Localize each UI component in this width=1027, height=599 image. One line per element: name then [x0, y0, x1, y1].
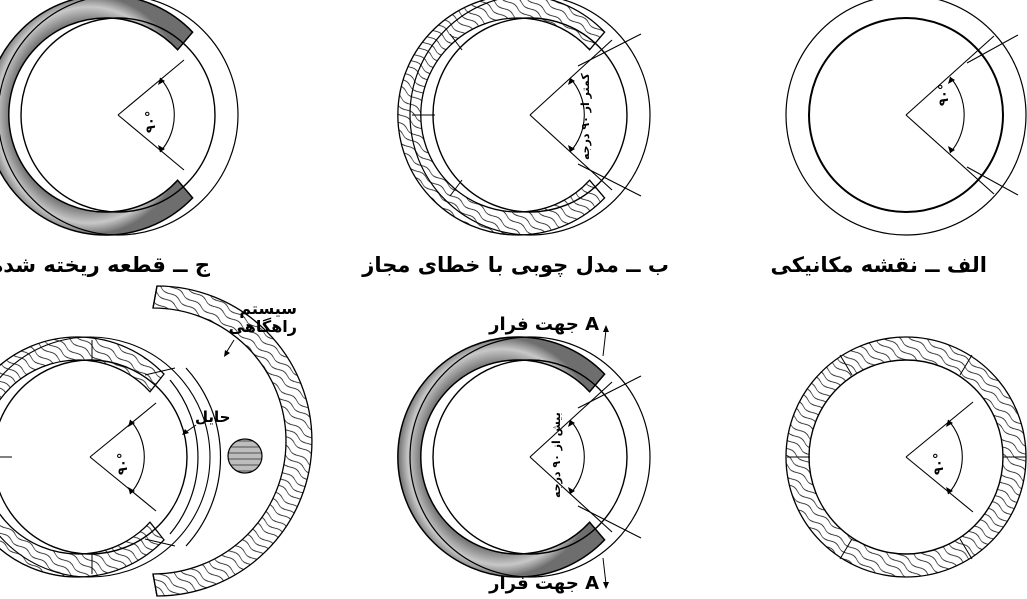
cast-part-drawing — [0, 0, 239, 236]
guide-system-label-line2: راهگاهی — [228, 317, 297, 336]
caption-mechanical-drawing: الف ــ نقشه مکانیکی — [770, 253, 987, 277]
angle-label-gating: ۹۰° — [116, 452, 131, 475]
mechanical-drawing — [785, 0, 1027, 236]
angle-label-cast: ۹۰° — [144, 110, 159, 133]
angle-label-less-than-90: کمتر از ۹۰ درجه — [579, 73, 592, 160]
gating-system-drawing — [0, 285, 313, 597]
angle-label-more-than-90: بیش از ۹۰ درجه — [550, 412, 563, 498]
cast-with-escape-direction — [397, 325, 651, 589]
angle-label-mechanical: ۹۰° — [937, 83, 952, 106]
barrier-label: حایل — [195, 408, 231, 426]
wood-pattern-ring — [785, 336, 1027, 578]
guide-system-label-line1: سیستم — [239, 299, 297, 318]
escape-direction-bottom-label: A جهت فرار — [489, 573, 599, 594]
wood-pattern-with-allowance — [397, 0, 651, 236]
caption-cast-part: ج ــ قطعه ریخته شده — [0, 253, 210, 277]
angle-label-wood-ring: ۹۰° — [932, 452, 947, 475]
caption-wood-pattern: ب ــ مدل چوبی با خطای مجاز — [362, 253, 669, 277]
escape-direction-top-label: A جهت فرار — [489, 314, 599, 335]
guide-system-label: سیستم راهگاهی — [229, 300, 297, 336]
